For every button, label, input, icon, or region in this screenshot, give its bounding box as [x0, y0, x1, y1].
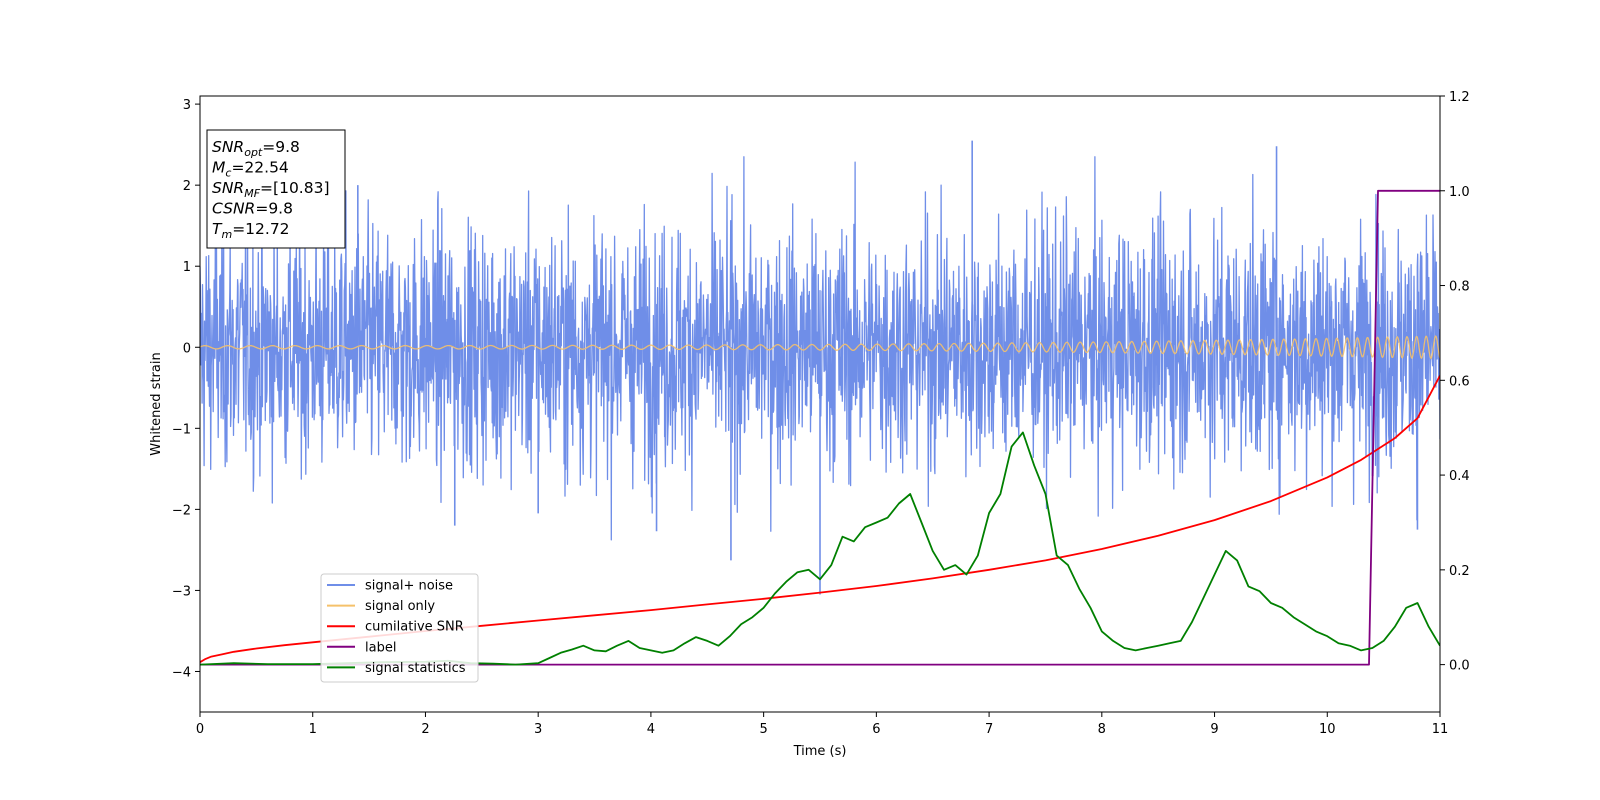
x-tick-label: 1	[309, 722, 317, 737]
x-tick-label: 11	[1432, 722, 1449, 737]
legend-label: signal statistics	[365, 661, 466, 676]
label-line	[200, 189, 1440, 666]
plot-frame	[199, 95, 1441, 713]
right-axis-series	[200, 189, 1440, 666]
x-tick-label: 2	[421, 722, 429, 737]
annotation-line: Tm=12.72	[212, 220, 290, 241]
signal-noise-line	[200, 156, 1440, 541]
cumulative-snr-line	[200, 375, 1440, 663]
x-tick-label: 8	[1098, 722, 1106, 737]
y-left-tick-label: −3	[172, 584, 191, 599]
x-tick-label: 6	[872, 722, 880, 737]
annotation-symbol: SNR	[212, 138, 244, 156]
y-left-tick-label: 2	[183, 179, 191, 194]
legend-label: cumilative SNR	[365, 620, 464, 635]
annotation-value: =9.8	[262, 138, 300, 156]
legend-label: signal only	[365, 599, 435, 614]
y-right-tick-label: 1.2	[1449, 90, 1470, 105]
annotation-subscript: m	[221, 228, 232, 241]
legend-label: label	[365, 640, 396, 655]
x-tick-label: 7	[985, 722, 993, 737]
annotation-symbol: T	[212, 220, 223, 238]
y-right-tick-label: 0.8	[1449, 280, 1470, 295]
annotation-subscript: c	[225, 167, 231, 180]
x-axis-label: Time (s)	[793, 744, 847, 759]
x-tick-label: 10	[1319, 722, 1336, 737]
signal-only-line	[200, 335, 1440, 360]
y-left-tick-label: 3	[183, 98, 191, 113]
annotation-line: Mc=22.54	[212, 159, 289, 180]
y-left-tick-label: 1	[183, 260, 191, 275]
x-tick-label: 3	[534, 722, 542, 737]
x-tick-label: 0	[196, 722, 204, 737]
legend-frame	[320, 573, 479, 683]
legend-label: signal+ noise	[365, 579, 453, 594]
annotation-value: =22.54	[231, 159, 288, 177]
x-tick-label: 4	[647, 722, 655, 737]
x-tick-label: 9	[1210, 722, 1218, 737]
annotation-line: SNRMF=[10.83]	[212, 179, 330, 200]
y-left-tick-label: −1	[172, 422, 191, 437]
annotation-value: =[10.83]	[260, 179, 329, 197]
annotation-line: CSNR=9.8	[212, 200, 293, 218]
x-tick-label: 5	[759, 722, 767, 737]
y-left-tick-label: 0	[183, 341, 191, 356]
y-axis-label: Whitened strain	[149, 352, 164, 455]
signal-only-series	[200, 335, 1440, 360]
annotation-line: SNRopt=9.8	[212, 138, 300, 159]
annotation-symbol: SNR	[212, 179, 244, 197]
annotation-symbol: M	[212, 159, 225, 177]
annotation-subscript: opt	[244, 146, 263, 159]
annotation-value: =12.72	[232, 220, 289, 238]
y-right-tick-label: 0.0	[1449, 659, 1470, 674]
y-right-tick-label: 0.6	[1449, 374, 1470, 389]
axes: 0 1 2 3 4 5 6 7 8 9 10 11 −4 −3 −2 −1 0 1 2 3 0.0 0.2 0.4 0.6 0.…	[149, 90, 1470, 759]
annotation-subscript: MF	[244, 187, 260, 200]
legend: signal+ noise signal only cumilative SNR la…	[320, 573, 479, 683]
y-left-tick-label: −2	[172, 503, 191, 518]
y-left-tick-label: −4	[172, 665, 191, 680]
annotation-value: =9.8	[255, 200, 293, 218]
annotation-frame	[206, 129, 346, 249]
y-right-tick-label: 1.0	[1449, 185, 1470, 200]
y-right-tick-label: 0.4	[1449, 469, 1470, 484]
annotation-box: SNRopt=9.8Mc=22.54SNRMF=[10.83]CSNR=9.8T…	[206, 129, 346, 249]
signal-noise-series	[200, 140, 1440, 595]
y-right-tick-label: 0.2	[1449, 564, 1470, 579]
signal-statistics-line	[200, 431, 1440, 666]
annotation-symbol: CSNR	[212, 200, 255, 218]
